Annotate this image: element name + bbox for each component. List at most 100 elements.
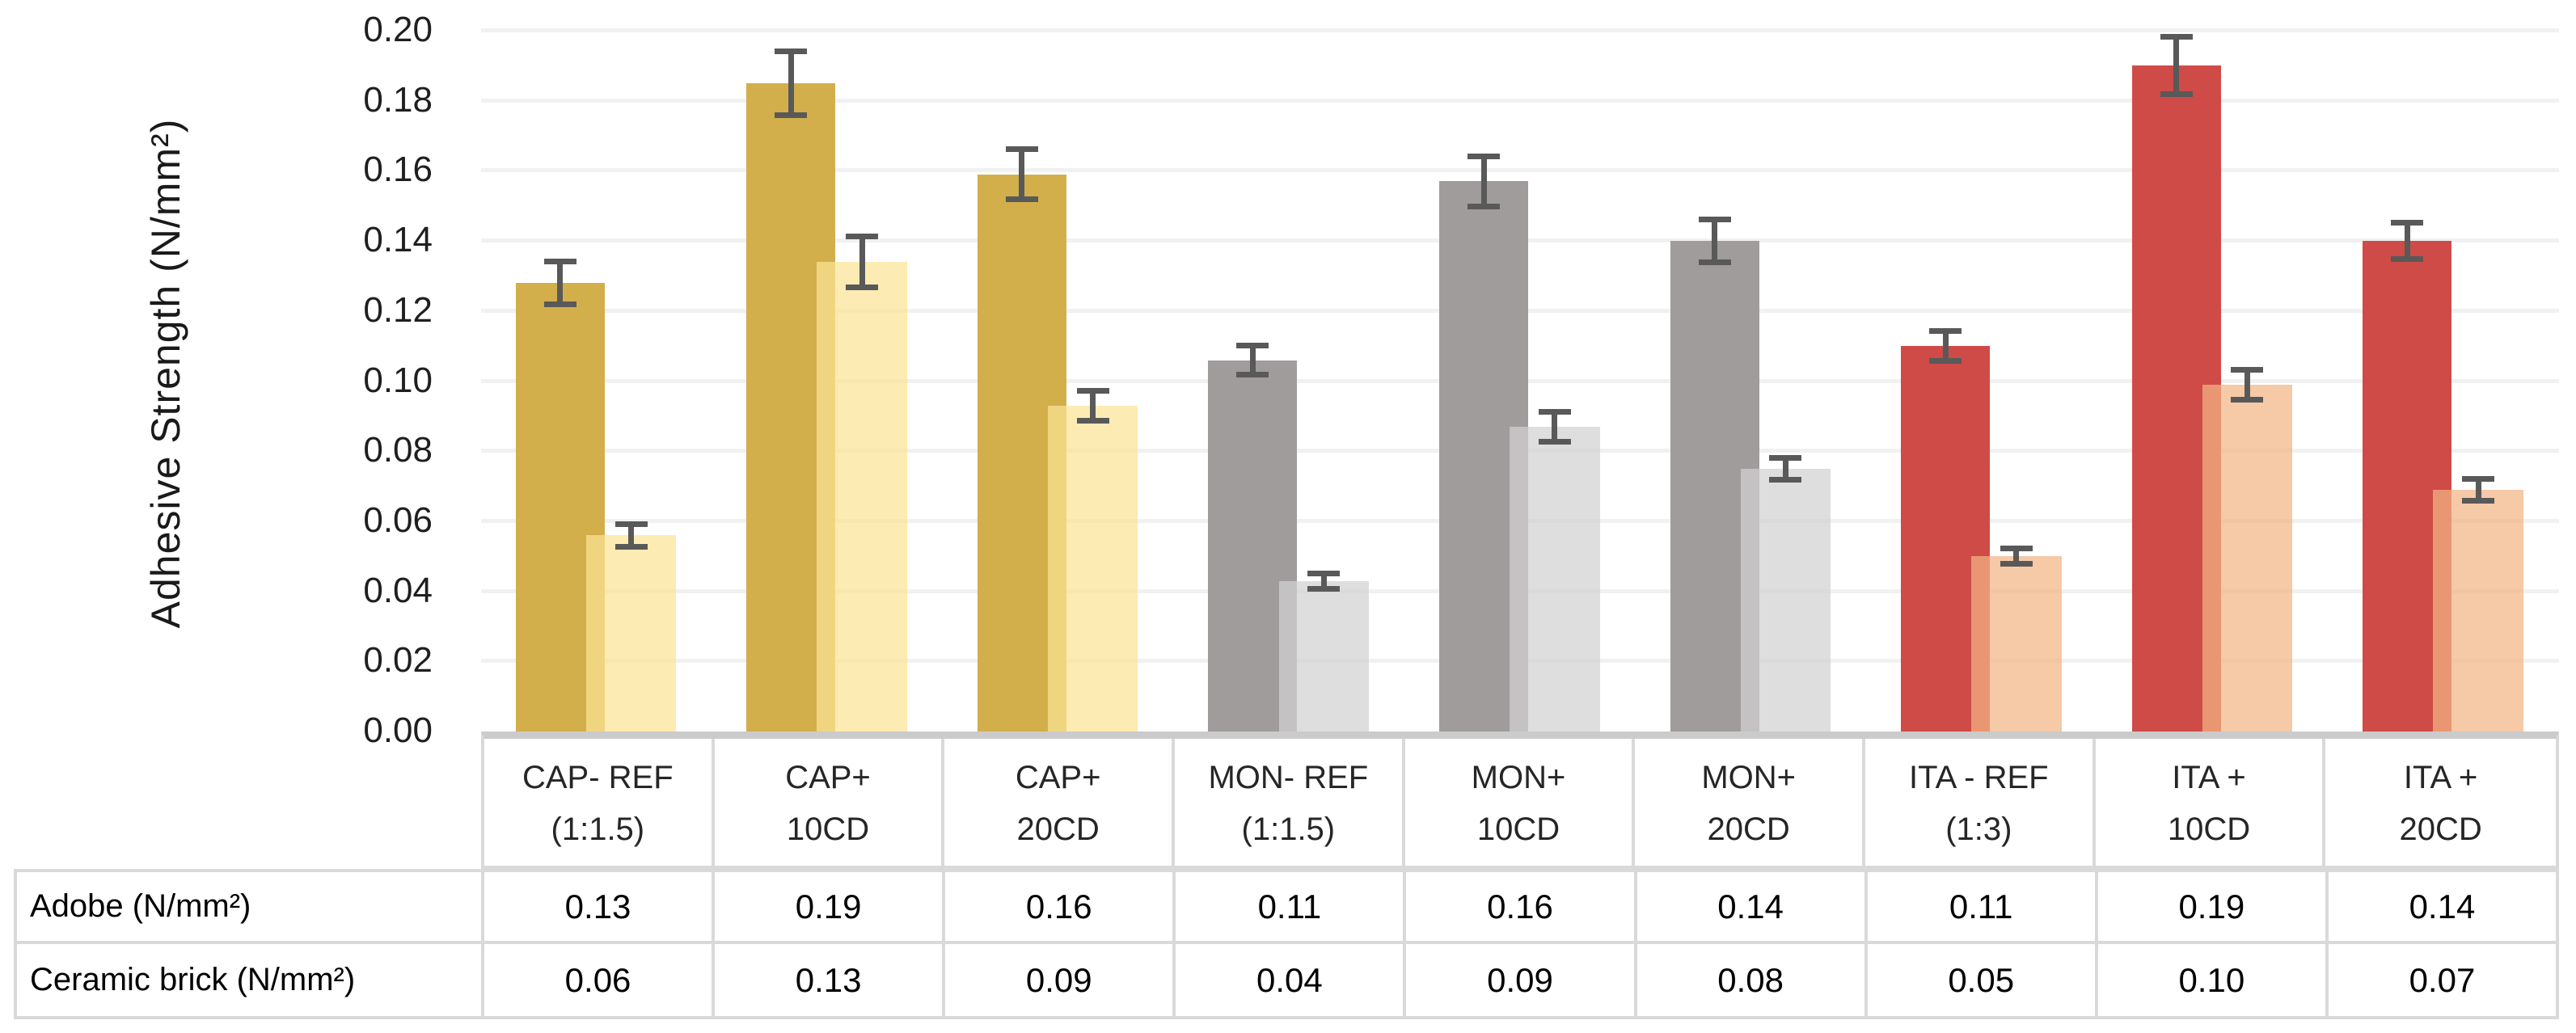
bar-group bbox=[943, 31, 1174, 732]
error-bar bbox=[614, 521, 648, 550]
error-bar bbox=[543, 258, 576, 308]
table-cell: 0.11 bbox=[1867, 869, 2098, 944]
table-cell: 0.11 bbox=[1176, 869, 1407, 944]
y-axis-tick-label: 0.14 bbox=[363, 220, 433, 260]
y-axis-tick-label: 0.20 bbox=[363, 10, 433, 49]
table-cell: 0.05 bbox=[1867, 944, 2098, 1019]
error-bar-stem bbox=[1942, 334, 1949, 358]
category-label-line1: MON- REF bbox=[1208, 760, 1369, 795]
category-label-line1: ITA + bbox=[2172, 760, 2246, 795]
bar-group bbox=[2097, 31, 2329, 732]
table-cell: 0.19 bbox=[2097, 869, 2329, 944]
category-label-line1: MON+ bbox=[1701, 760, 1796, 795]
category-label-line1: CAP- REF bbox=[522, 760, 674, 795]
table-cell: 0.04 bbox=[1176, 944, 1407, 1019]
error-bar bbox=[2000, 546, 2033, 567]
bar-ceramic bbox=[1048, 405, 1138, 732]
bar-group bbox=[712, 31, 944, 732]
y-axis-tick-label: 0.16 bbox=[363, 150, 433, 190]
bar-group bbox=[481, 31, 712, 732]
table-cell: 0.14 bbox=[2328, 869, 2559, 944]
error-bar bbox=[1005, 146, 1038, 203]
category-label-line2: (1:1.5) bbox=[1241, 812, 1336, 847]
error-bar-stem bbox=[2404, 226, 2410, 257]
table-row-ceramic: Ceramic brick (N/mm²) 0.06 0.13 0.09 0.04 0.… bbox=[14, 944, 2559, 1019]
table-cell: 0.16 bbox=[1406, 869, 1637, 944]
category-label-line1: ITA + bbox=[2403, 760, 2478, 795]
error-bar-stem bbox=[1090, 394, 1096, 418]
category-label: MON+ 10CD bbox=[1404, 739, 1636, 869]
error-bar bbox=[2160, 34, 2193, 98]
bar-ceramic bbox=[1278, 580, 1369, 732]
y-axis-tick-label: 0.06 bbox=[363, 500, 433, 540]
category-label: MON+ 20CD bbox=[1635, 739, 1865, 869]
error-bar bbox=[1236, 342, 1269, 378]
table-cell: 0.10 bbox=[2097, 944, 2329, 1019]
table-cell: 0.07 bbox=[2328, 944, 2559, 1019]
y-axis-tick-label: 0.04 bbox=[363, 570, 433, 610]
category-label-line2: 10CD bbox=[786, 812, 870, 847]
gridline bbox=[481, 98, 2559, 103]
error-bar bbox=[1307, 570, 1341, 592]
bar-group bbox=[1636, 31, 1867, 732]
gridline bbox=[481, 28, 2559, 32]
error-bar-stem bbox=[2173, 40, 2180, 92]
y-axis-tick-label: 0.18 bbox=[363, 79, 433, 120]
error-bar bbox=[1076, 388, 1109, 424]
error-bar bbox=[2231, 367, 2264, 403]
category-label: ITA + 20CD bbox=[2325, 739, 2556, 869]
error-bar-stem bbox=[1019, 152, 1025, 197]
y-axis-title: Adhesive Strength (N/mm²) bbox=[143, 118, 188, 629]
y-axis-tick-label: 0.08 bbox=[363, 430, 433, 470]
category-header-row: CAP- REF (1:1.5) CAP+ 10CD CAP+ 20CD MON- REF (… bbox=[481, 732, 2559, 869]
y-axis-tick-label: 0.00 bbox=[363, 710, 433, 750]
error-bar-stem bbox=[557, 264, 564, 302]
row-label-ceramic: Ceramic brick (N/mm²) bbox=[17, 944, 484, 1019]
row-label-adobe: Adobe (N/mm²) bbox=[17, 869, 484, 944]
error-bar-stem bbox=[859, 239, 865, 285]
error-bar bbox=[1769, 454, 1802, 483]
category-label-line2: (1:1.5) bbox=[551, 812, 645, 847]
bar-ceramic bbox=[1510, 426, 1600, 732]
error-bar-stem bbox=[2244, 373, 2250, 397]
category-label-line1: CAP+ bbox=[785, 760, 871, 795]
category-label: CAP+ 20CD bbox=[944, 739, 1175, 869]
error-bar-stem bbox=[1712, 221, 1718, 260]
plot-area bbox=[481, 28, 2559, 732]
table-cell: 0.13 bbox=[484, 869, 716, 944]
error-bar bbox=[846, 234, 879, 290]
error-bar bbox=[1467, 153, 1501, 210]
bar-ceramic bbox=[817, 262, 907, 732]
bar-group bbox=[1174, 31, 1405, 732]
error-bar-stem bbox=[1480, 158, 1487, 204]
bar-ceramic bbox=[1740, 468, 1831, 732]
error-bar-stem bbox=[1782, 460, 1788, 478]
table-cell: 0.08 bbox=[1636, 944, 1868, 1019]
error-bar bbox=[2462, 475, 2495, 504]
category-label-line2: 20CD bbox=[2399, 812, 2482, 847]
category-label-line1: CAP+ bbox=[1015, 760, 1101, 795]
table-row-adobe: Adobe (N/mm²) 0.13 0.19 0.16 0.11 0.16 0.14 0.… bbox=[14, 869, 2559, 944]
error-bar-stem bbox=[788, 53, 794, 113]
bar-ceramic bbox=[1971, 556, 2062, 732]
error-bar-stem bbox=[628, 526, 635, 544]
table-cell: 0.19 bbox=[715, 869, 946, 944]
category-label: ITA - REF (1:3) bbox=[1864, 739, 2096, 869]
y-axis-tick-label: 0.10 bbox=[363, 360, 433, 400]
category-label-line1: ITA - REF bbox=[1909, 760, 2049, 795]
error-bar-stem bbox=[1249, 348, 1256, 373]
category-label: ITA + 10CD bbox=[2095, 739, 2326, 869]
bar-group bbox=[1404, 31, 1636, 732]
error-bar bbox=[2391, 220, 2424, 263]
table-cell: 0.14 bbox=[1636, 869, 1868, 944]
y-axis-tick-label: 0.12 bbox=[363, 289, 433, 330]
error-bar-stem bbox=[2013, 551, 2020, 562]
error-bar bbox=[1929, 328, 1962, 364]
error-bar-stem bbox=[2475, 481, 2481, 499]
error-bar-stem bbox=[1320, 576, 1327, 586]
bar-ceramic bbox=[585, 535, 677, 732]
table-cell: 0.09 bbox=[945, 944, 1176, 1019]
category-label-line2: (1:3) bbox=[1945, 812, 2012, 847]
bar-ceramic bbox=[2202, 384, 2293, 732]
